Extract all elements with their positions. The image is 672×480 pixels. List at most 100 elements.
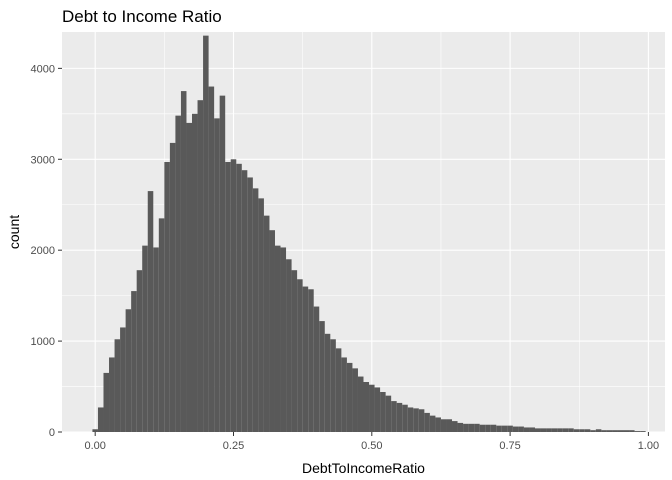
histogram-bar bbox=[158, 218, 165, 432]
histogram-bar bbox=[297, 279, 303, 432]
histogram-bar bbox=[634, 431, 641, 432]
histogram-bar bbox=[269, 230, 275, 432]
histogram-bar bbox=[579, 429, 585, 432]
histogram-bar bbox=[169, 142, 176, 432]
histogram-bar bbox=[236, 163, 242, 432]
histogram-bar bbox=[557, 428, 563, 432]
histogram-bar bbox=[551, 428, 558, 432]
histogram-bar bbox=[407, 407, 414, 432]
histogram-bar bbox=[120, 327, 126, 432]
histogram-bar bbox=[440, 419, 447, 432]
y-tick-label: 3000 bbox=[31, 154, 55, 166]
histogram-bar bbox=[258, 198, 264, 432]
histogram-bar bbox=[274, 245, 281, 432]
histogram-bars bbox=[92, 35, 646, 433]
histogram-bar bbox=[512, 426, 519, 432]
histogram-bar bbox=[302, 286, 309, 432]
histogram-bar bbox=[385, 395, 392, 432]
histogram-bar bbox=[136, 270, 143, 432]
histogram-bar bbox=[180, 91, 187, 432]
histogram-bar bbox=[418, 409, 425, 432]
histogram-bar bbox=[468, 423, 475, 432]
histogram-bar bbox=[534, 428, 541, 432]
histogram-bar bbox=[474, 423, 480, 432]
histogram-bar bbox=[463, 423, 469, 432]
histogram-bar bbox=[109, 357, 115, 432]
histogram-bar bbox=[147, 191, 154, 432]
x-axis-title: DebtToIncomeRatio bbox=[302, 460, 425, 476]
histogram-bar bbox=[252, 188, 259, 432]
x-axis-ticks: 0.00 0.25 0.50 0.75 1.00 bbox=[84, 432, 659, 452]
y-tick-label: 2000 bbox=[31, 245, 55, 257]
histogram-bar bbox=[341, 357, 347, 432]
histogram-bar bbox=[507, 425, 513, 432]
histogram-bar bbox=[330, 339, 336, 432]
histogram-bar bbox=[496, 425, 502, 432]
x-tick-label: 1.00 bbox=[638, 440, 659, 452]
histogram-bar bbox=[457, 422, 464, 432]
histogram-bar bbox=[280, 247, 287, 432]
y-tick-label: 4000 bbox=[31, 63, 55, 75]
x-tick-label: 0.75 bbox=[499, 440, 520, 452]
histogram-bar bbox=[103, 372, 110, 432]
histogram-bar bbox=[225, 162, 231, 432]
histogram-bar bbox=[97, 407, 104, 432]
histogram-bar bbox=[192, 113, 198, 433]
histogram-bar bbox=[175, 115, 181, 433]
histogram-bar bbox=[142, 245, 148, 432]
histogram-bar bbox=[429, 415, 436, 432]
histogram-bar bbox=[490, 424, 497, 432]
histogram-bar bbox=[219, 95, 226, 433]
histogram-bar bbox=[518, 426, 524, 432]
histogram-bar bbox=[241, 170, 248, 432]
histogram-bar bbox=[485, 424, 491, 432]
histogram-bar bbox=[319, 321, 325, 432]
histogram-bar bbox=[562, 428, 569, 432]
x-tick-label: 0.25 bbox=[223, 440, 244, 452]
histogram-bar bbox=[546, 428, 552, 432]
y-axis-ticks: 0 1000 2000 3000 4000 bbox=[31, 63, 62, 439]
y-tick-label: 1000 bbox=[31, 336, 55, 348]
histogram-bar bbox=[402, 404, 408, 432]
histogram-bar bbox=[286, 259, 292, 432]
histogram-bar bbox=[573, 429, 580, 432]
histogram-bar bbox=[125, 309, 132, 432]
histogram-bar bbox=[164, 162, 170, 432]
histogram-bar bbox=[324, 333, 331, 432]
histogram-bar bbox=[363, 382, 370, 432]
histogram-bar bbox=[424, 412, 430, 432]
histogram-bar bbox=[612, 430, 618, 432]
y-axis-title: count bbox=[6, 215, 22, 249]
histogram-bar bbox=[208, 86, 215, 432]
y-tick-label: 0 bbox=[49, 427, 55, 439]
histogram-bar bbox=[263, 215, 270, 432]
histogram-bar bbox=[335, 348, 342, 432]
histogram-bar bbox=[623, 430, 630, 432]
histogram-bar bbox=[396, 402, 403, 432]
histogram-bar bbox=[352, 368, 358, 432]
histogram-bar bbox=[214, 118, 220, 432]
histogram-bar bbox=[606, 430, 613, 432]
histogram-bar bbox=[413, 408, 419, 432]
histogram-bar bbox=[452, 421, 458, 432]
histogram-bar bbox=[479, 424, 486, 432]
histogram-bar bbox=[369, 384, 375, 432]
histogram-bar bbox=[568, 428, 574, 432]
histogram-bar bbox=[92, 429, 98, 432]
histogram-bar bbox=[540, 428, 547, 432]
histogram-bar bbox=[595, 429, 602, 432]
histogram-bar bbox=[308, 289, 314, 432]
histogram-bar bbox=[346, 362, 353, 432]
histogram-bar bbox=[131, 291, 137, 432]
histogram-bar bbox=[446, 419, 453, 432]
histogram-bar bbox=[629, 430, 635, 432]
histogram-bar bbox=[153, 247, 159, 432]
histogram-bar bbox=[186, 122, 193, 432]
histogram-bar bbox=[230, 159, 237, 433]
x-tick-label: 0.50 bbox=[361, 440, 382, 452]
histogram-bar bbox=[584, 429, 591, 432]
histogram-bar bbox=[435, 417, 441, 432]
histogram-bar bbox=[197, 100, 204, 432]
x-tick-label: 0.00 bbox=[84, 440, 105, 452]
